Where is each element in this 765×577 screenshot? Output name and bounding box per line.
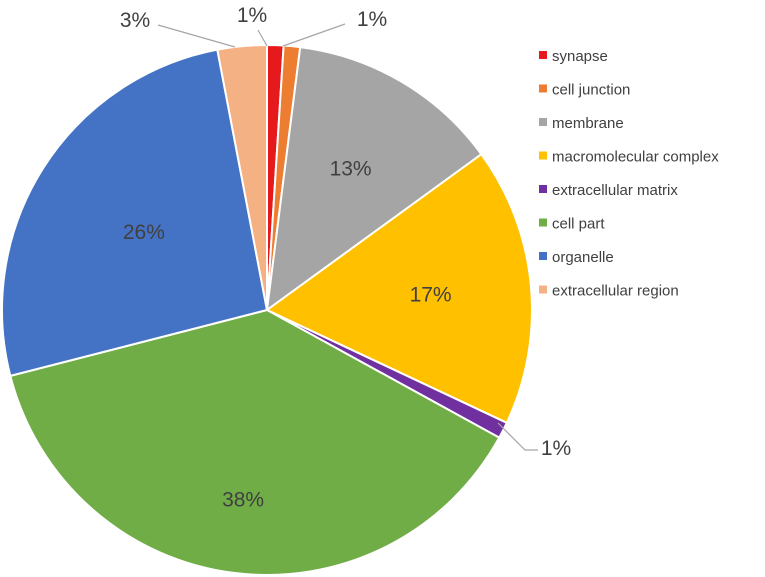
data-label-synapse: 1% [237, 4, 267, 27]
legend-swatch-organelle [539, 252, 547, 260]
data-label-organelle: 26% [123, 221, 165, 244]
slice-cell-part [9, 308, 501, 576]
legend-swatch-membrane [539, 118, 547, 126]
data-label-extracellular-region: 3% [120, 9, 150, 32]
leader-line-extracellular-matrix [497, 422, 538, 451]
data-label-membrane: 13% [330, 158, 372, 181]
legend-label-extracellular-region: extracellular region [552, 283, 679, 300]
data-label-macromolecular-complex: 17% [410, 284, 452, 307]
pie-slices [1, 43, 533, 576]
slice-macromolecular-complex [265, 152, 533, 425]
legend-label-synapse: synapse [552, 48, 608, 65]
legend-swatch-cell-part [539, 218, 547, 227]
leader-line-extracellular-region [157, 24, 236, 48]
legend-label-cell-part: cell part [552, 216, 605, 233]
legend-label-membrane: membrane [552, 115, 624, 132]
legend-label-macromolecular-complex: macromolecular complex [552, 149, 719, 166]
slice-membrane [265, 45, 483, 313]
legend-swatch-extracellular-region [539, 285, 547, 294]
legend-label-extracellular-matrix: extracellular matrix [552, 182, 678, 199]
data-labels: 1% 1% 13% 17% 1% 38% 26% 3% [120, 4, 571, 511]
legend-label-organelle: organelle [552, 249, 614, 266]
data-label-cell-part: 38% [222, 488, 264, 511]
leader-lines [157, 23, 538, 451]
legend-swatch-macromolecular-complex [539, 151, 547, 160]
data-label-cell-junction: 1% [357, 8, 387, 31]
legend-swatch-synapse [539, 51, 547, 59]
legend-label-cell-junction: cell junction [552, 82, 630, 99]
legend: synapse cell junction membrane macromolecul… [539, 48, 719, 300]
data-label-extracellular-matrix: 1% [541, 437, 571, 460]
legend-swatch-cell-junction [539, 84, 547, 93]
legend-swatch-extracellular-matrix [539, 185, 547, 193]
leader-line-cell-junction [282, 23, 346, 47]
leader-line-synapse [257, 29, 268, 47]
slice-organelle [1, 48, 269, 378]
